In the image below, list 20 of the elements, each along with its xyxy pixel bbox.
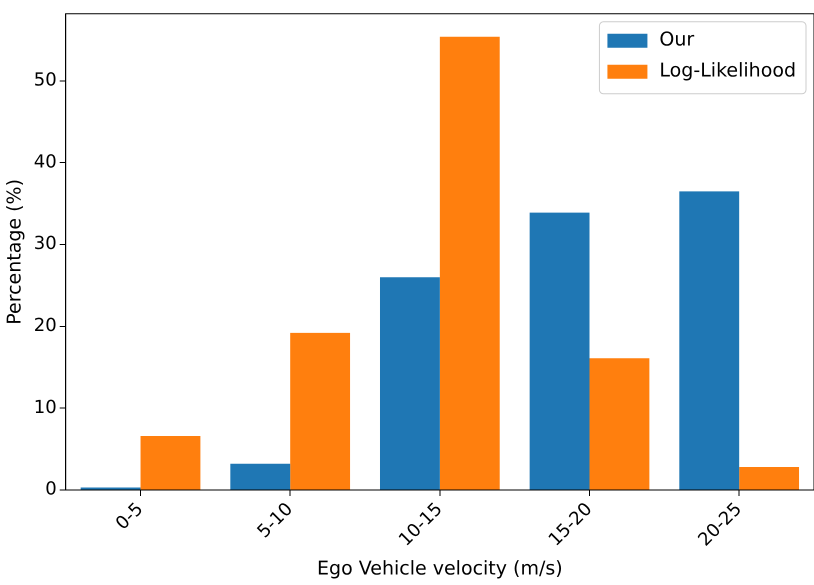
y-tick-label: 30 <box>34 233 57 254</box>
legend-label: Our <box>659 28 694 51</box>
y-axis-title: Percentage (%) <box>3 178 26 325</box>
bar <box>230 464 290 490</box>
bar <box>679 191 740 490</box>
y-tick-label: 20 <box>34 314 57 336</box>
x-tick-label: 0-5 <box>112 498 148 534</box>
bar <box>739 467 800 490</box>
y-tick-label: 0 <box>45 478 57 500</box>
y-tick-label: 50 <box>34 70 57 91</box>
legend-label: Log-Likelihood <box>659 60 796 82</box>
bar <box>530 212 590 490</box>
bar <box>590 358 650 490</box>
x-axis-title: Ego Vehicle velocity (m/s) <box>317 558 563 580</box>
bar <box>380 277 440 490</box>
y-tick-label: 40 <box>34 151 57 172</box>
bar <box>290 332 350 490</box>
bar <box>440 36 500 490</box>
y-tick-label: 10 <box>34 396 57 418</box>
bar <box>140 436 200 490</box>
